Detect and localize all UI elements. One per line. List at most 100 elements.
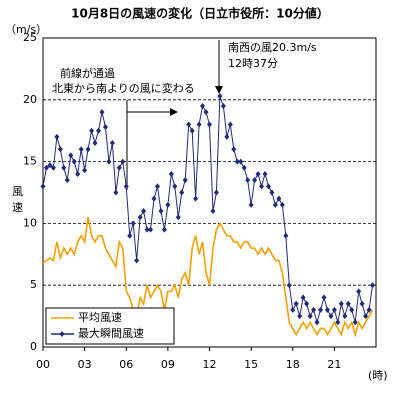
marker — [193, 195, 199, 202]
marker — [127, 232, 133, 239]
marker — [328, 313, 334, 320]
marker — [248, 201, 254, 208]
marker — [213, 189, 219, 196]
marker — [207, 121, 212, 128]
marker — [158, 208, 164, 215]
marker — [172, 183, 178, 190]
marker — [113, 189, 119, 196]
marker — [165, 201, 171, 208]
marker — [269, 189, 275, 196]
marker — [210, 208, 216, 215]
y-unit: （m/s） — [5, 23, 47, 36]
marker — [61, 164, 67, 171]
marker — [262, 170, 268, 177]
marker — [189, 127, 195, 134]
marker — [231, 146, 237, 153]
marker — [68, 152, 74, 159]
marker — [286, 282, 292, 289]
x-tick-label: 06 — [119, 358, 133, 371]
marker — [78, 146, 84, 153]
marker — [356, 288, 362, 295]
marker — [200, 102, 206, 109]
marker — [224, 133, 230, 140]
y-tick-label: 10 — [23, 216, 37, 229]
marker — [85, 146, 91, 153]
marker — [106, 158, 112, 165]
marker — [82, 167, 88, 174]
y-tick-label: 20 — [23, 93, 37, 106]
marker — [144, 226, 150, 233]
marker — [321, 294, 327, 301]
marker — [293, 300, 299, 307]
marker — [238, 158, 244, 165]
marker — [304, 300, 310, 307]
x-unit: (時) — [368, 369, 388, 382]
annotation: 南西の風20.3m/s — [228, 41, 317, 54]
marker — [297, 313, 303, 320]
x-tick-label: 15 — [244, 358, 258, 371]
marker — [366, 306, 372, 313]
marker — [179, 189, 185, 196]
x-tick-label: 00 — [36, 358, 50, 371]
marker — [300, 294, 306, 301]
marker — [186, 121, 192, 128]
x-tick-label: 21 — [327, 358, 341, 371]
marker — [54, 133, 60, 140]
marker — [314, 319, 320, 326]
marker — [234, 158, 240, 165]
marker — [331, 306, 337, 313]
marker — [43, 164, 49, 171]
marker — [342, 313, 348, 320]
marker — [151, 195, 157, 202]
marker — [283, 232, 289, 239]
marker — [279, 201, 285, 208]
marker — [352, 319, 358, 326]
x-tick-label: 12 — [203, 358, 217, 371]
marker — [92, 140, 98, 147]
marker — [272, 201, 278, 208]
marker — [359, 300, 365, 307]
marker — [259, 183, 265, 190]
legend-label: 平均風速 — [78, 311, 122, 324]
marker — [99, 109, 105, 116]
marker — [71, 158, 77, 165]
marker — [116, 164, 122, 171]
annotation: 12時37分 — [228, 57, 278, 70]
marker — [120, 158, 126, 165]
y-tick-label: 25 — [23, 31, 37, 44]
marker — [102, 123, 108, 130]
marker — [168, 170, 174, 177]
marker — [182, 177, 188, 184]
marker — [196, 121, 202, 128]
marker — [345, 300, 351, 307]
marker — [134, 257, 140, 264]
marker — [50, 164, 56, 171]
marker — [217, 93, 223, 100]
chart-title: 10月8日の風速の変化（日立市役所：10分値） — [71, 6, 329, 21]
y-tick-label: 0 — [30, 340, 37, 353]
arrowhead — [170, 108, 178, 116]
marker — [109, 140, 115, 147]
marker — [141, 208, 147, 215]
marker — [318, 306, 323, 313]
marker — [203, 109, 209, 116]
marker — [220, 102, 226, 109]
marker — [311, 306, 317, 313]
marker — [130, 220, 136, 227]
marker — [245, 177, 251, 184]
legend-label: 最大瞬間風速 — [78, 326, 144, 340]
marker — [335, 319, 341, 326]
marker — [338, 300, 344, 307]
marker — [154, 183, 160, 190]
marker — [57, 146, 63, 153]
marker — [307, 313, 313, 320]
marker — [75, 170, 81, 177]
marker — [252, 177, 258, 184]
annotation: 北東から南よりの風に変わる — [52, 81, 195, 95]
marker — [370, 282, 376, 289]
marker — [175, 214, 181, 221]
marker — [324, 306, 330, 313]
marker — [363, 313, 369, 320]
x-tick-label: 18 — [286, 358, 300, 371]
